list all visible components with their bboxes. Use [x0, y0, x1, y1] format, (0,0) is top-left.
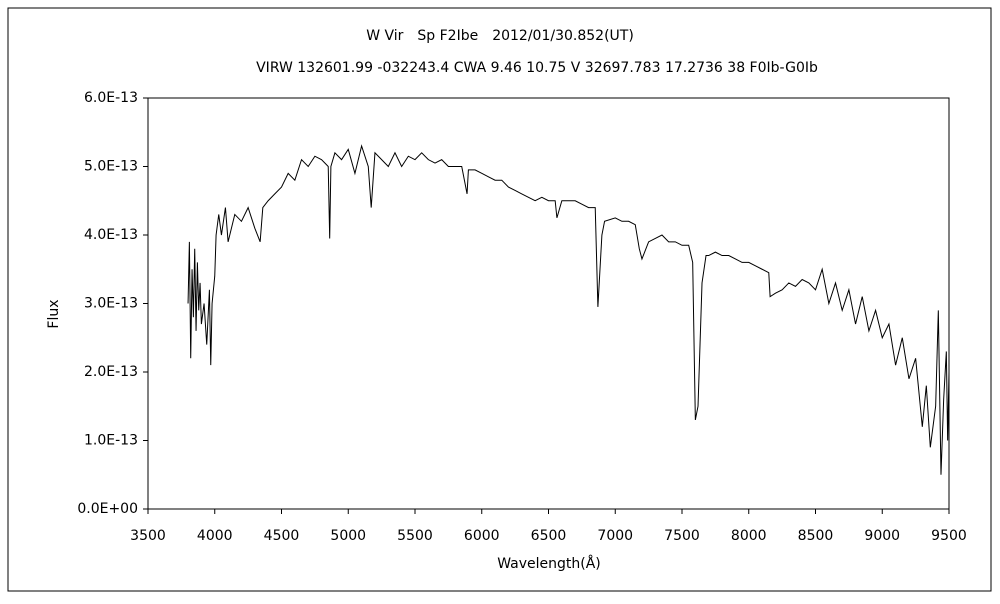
chart-border — [7, 7, 992, 592]
x-tick-label: 9500 — [931, 528, 967, 544]
x-tick-label: 3500 — [130, 528, 166, 544]
x-tick-label: 4500 — [264, 528, 300, 544]
x-tick-label: 7500 — [664, 528, 700, 544]
x-tick-label: 5000 — [330, 528, 366, 544]
y-tick-label: 2.0E-13 — [84, 364, 138, 380]
y-tick-label: 0.0E+00 — [77, 501, 138, 517]
y-tick-label: 5.0E-13 — [84, 159, 138, 175]
x-tick-label: 5500 — [397, 528, 433, 544]
chart-subtitle: VIRW 132601.99 -032243.4 CWA 9.46 10.75 … — [256, 60, 818, 76]
y-tick-label: 4.0E-13 — [84, 227, 138, 243]
x-tick-label: 9000 — [864, 528, 900, 544]
chart-title: W Vir Sp F2Ibe 2012/01/30.852(UT) — [366, 28, 634, 44]
y-tick-label: 6.0E-13 — [84, 90, 138, 106]
spectrum-line — [187, 144, 950, 475]
x-tick-label: 8000 — [731, 528, 767, 544]
x-tick-label: 8500 — [798, 528, 834, 544]
x-axis-label: Wavelength(Å) — [497, 555, 601, 572]
y-tick-label: 3.0E-13 — [84, 296, 138, 312]
x-tick-label: 4000 — [197, 528, 233, 544]
x-tick-label: 7000 — [597, 528, 633, 544]
y-tick-label: 1.0E-13 — [84, 433, 138, 449]
x-tick-label: 6000 — [464, 528, 500, 544]
x-tick-label: 6500 — [531, 528, 567, 544]
y-axis-label: Flux — [46, 299, 62, 328]
